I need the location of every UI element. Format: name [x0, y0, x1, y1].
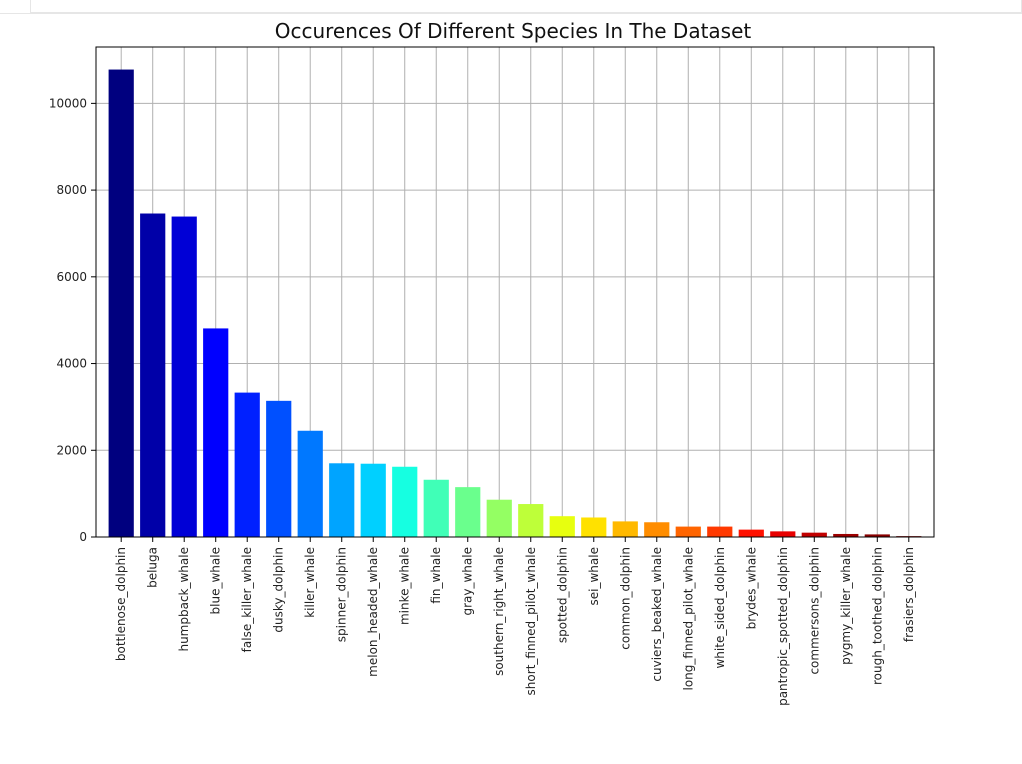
bar	[203, 328, 229, 537]
bar	[864, 534, 890, 537]
bar	[770, 531, 796, 537]
x-tick-label: fin_whale	[429, 547, 443, 604]
axes: 0 2000 4000 6000 8000 10000 bottlenose_dolphin…	[49, 46, 935, 706]
bar	[707, 526, 733, 537]
plot-frame	[95, 46, 935, 538]
x-tick-label: sei_whale	[587, 547, 601, 605]
bars	[108, 69, 922, 537]
bar	[738, 529, 764, 537]
x-tick-label: short_finned_pilot_whale	[524, 547, 538, 695]
x-tick-label: melon_headed_whale	[366, 547, 380, 677]
x-tick-label: dusky_dolphin	[272, 547, 286, 633]
bar	[518, 504, 544, 537]
bar	[833, 533, 859, 537]
bar	[392, 466, 418, 537]
bar	[801, 532, 827, 537]
bar	[140, 213, 166, 537]
x-tick-label: gray_whale	[461, 547, 475, 616]
bar	[581, 517, 607, 537]
y-tick-label: 2000	[56, 443, 87, 457]
x-tick-label: frasiers_dolphin	[902, 547, 916, 642]
x-tick-label: cuviers_beaked_whale	[650, 547, 664, 682]
y-tick-label: 8000	[56, 183, 87, 197]
x-tick-label: commersons_dolphin	[807, 547, 821, 675]
chart-title: Occurences Of Different Species In The D…	[275, 19, 752, 43]
x-tick-label: false_killer_whale	[240, 547, 254, 652]
x-tick-label: humpback_whale	[177, 547, 191, 652]
x-tick-label: brydes_whale	[744, 547, 758, 629]
x-tick-label: pygmy_killer_whale	[839, 547, 853, 665]
x-tick-label: beluga	[146, 547, 160, 588]
x-tick-label: rough_toothed_dolphin	[870, 547, 884, 685]
x-tick-label: common_dolphin	[618, 547, 632, 650]
bar	[329, 463, 355, 537]
bar	[455, 487, 481, 537]
x-tick-label: killer_whale	[303, 547, 317, 618]
bar	[549, 516, 575, 537]
x-tick-label: bottlenose_dolphin	[114, 547, 128, 661]
y-tick-label: 10000	[49, 96, 87, 110]
bar	[297, 430, 323, 537]
x-tick-label: spotted_dolphin	[555, 547, 569, 643]
bar	[644, 522, 670, 537]
bar	[486, 499, 512, 537]
x-tick-label: minke_whale	[398, 547, 412, 625]
x-tick-label: spinner_dolphin	[335, 547, 349, 642]
x-tick-label: southern_right_whale	[492, 547, 506, 676]
y-tick-label: 4000	[56, 357, 87, 371]
y-tick-label: 6000	[56, 270, 87, 284]
x-tick-label: pantropic_spotted_dolphin	[776, 547, 790, 706]
bar	[360, 463, 386, 537]
bar	[266, 400, 292, 537]
x-tick-label: long_finned_pilot_whale	[681, 547, 695, 691]
y-tick-label: 0	[79, 530, 87, 544]
x-tick-label: blue_whale	[209, 547, 223, 614]
x-tick-label: white_sided_dolphin	[713, 547, 727, 669]
bar	[423, 479, 449, 537]
bar	[171, 216, 197, 537]
bar	[108, 69, 134, 537]
bar	[675, 526, 701, 537]
bar	[234, 392, 260, 537]
bar	[612, 521, 638, 537]
